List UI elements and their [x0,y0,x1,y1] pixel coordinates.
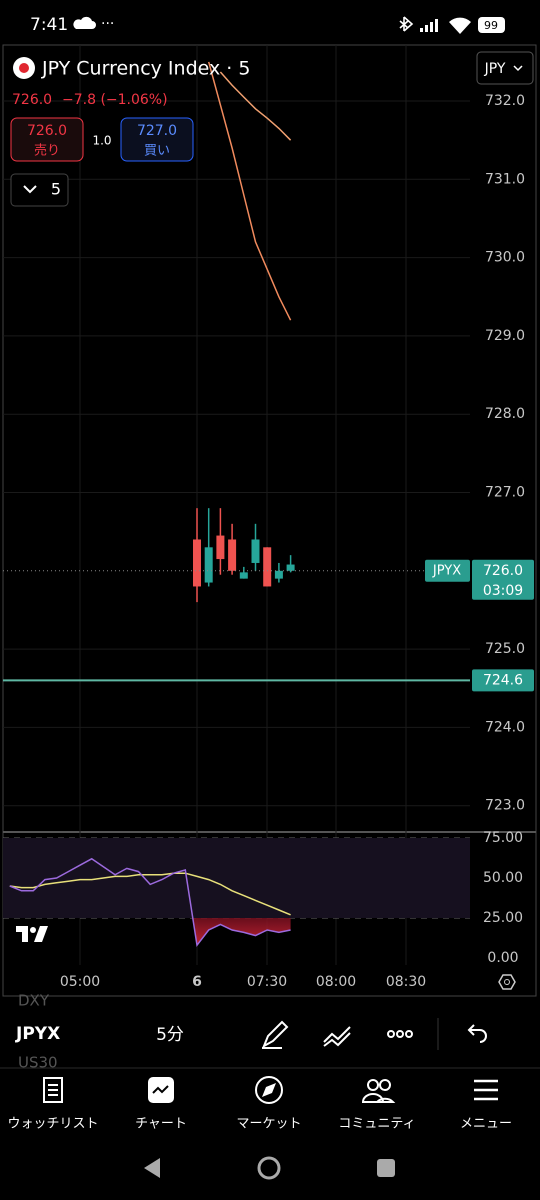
price-tick-label: 731.0 [485,171,525,187]
sell-button[interactable] [10,117,84,162]
back-button[interactable] [144,1158,160,1178]
battery-level: 99 [484,19,498,32]
nav-label[interactable]: メニュー [460,1117,512,1132]
candle-body [228,539,237,571]
header-change: −7.8 (−1.06%) [62,92,168,108]
market-needle [262,1083,276,1097]
price-tick-label: 730.0 [485,250,525,266]
settings-dot [504,979,510,985]
header-price: 726.0 [12,92,52,108]
undo-icon[interactable] [467,1024,487,1043]
next-symbol[interactable]: US30 [18,1054,58,1072]
price-tick-label: 727.0 [485,485,525,501]
time-label: 08:00 [316,974,356,990]
currency: JPY [484,61,506,77]
candle-body [216,535,225,560]
spread: 1.0 [92,134,111,148]
level-tag [472,669,534,692]
flag-dot [19,63,29,73]
dropdown-icon [513,65,523,72]
candle-body [263,547,272,587]
sell-label: 売り [34,143,60,159]
recents-button[interactable] [377,1159,395,1177]
draw-icon[interactable] [262,1020,289,1049]
community-icon[interactable] [361,1079,396,1103]
rsi-tick-label: 75.00 [483,830,523,846]
buy-label: 買い [144,144,170,159]
last-price-tag [472,559,534,600]
price-tick-label: 729.0 [485,328,525,344]
signal-icon [420,19,438,32]
sell-price: 726.0 [27,123,67,139]
nav-label[interactable]: マーケット [236,1117,301,1132]
last-price-label: 726.0 [483,563,523,579]
watchlist-icon[interactable] [43,1077,63,1103]
price-tick-label: 732.0 [485,93,525,109]
cloud-icon [73,16,96,29]
chevron-icon [23,185,37,194]
interval-toggle[interactable] [10,173,69,207]
nav-label[interactable]: チャート [135,1117,187,1132]
more-button[interactable] [387,1030,413,1038]
time-label: 07:30 [247,974,287,990]
candle-body [239,572,248,579]
countdown: 03:09 [483,583,523,599]
symbol-label: JPYX [432,563,461,578]
time-label: 05:00 [60,974,100,990]
rsi-tick-label: 50.00 [483,870,523,886]
rsi-tick-label: 0.00 [487,950,518,966]
price-tick-label: 725.0 [485,641,525,657]
buy-button[interactable] [120,117,194,162]
currency-menu[interactable] [476,51,534,85]
logo-dot [30,927,36,933]
price-tick-label: 724.0 [485,719,525,735]
prev-symbol[interactable]: DXY [18,992,50,1010]
settings-icon[interactable] [498,974,516,990]
price-tick-label: 723.0 [485,798,525,814]
toolbar-symbol[interactable]: JPYX [15,1024,60,1044]
price-tick-label: 728.0 [485,406,525,422]
bluetooth-icon [399,16,414,32]
candle-body [204,547,213,583]
rsi-line [9,857,291,948]
rsi-tick-label: 25.00 [483,910,523,926]
time-label: 08:30 [386,974,426,990]
nav-label[interactable]: コミュニティ [338,1117,415,1132]
battery [478,17,505,33]
level-label: 724.6 [483,672,523,688]
moving-average [207,61,292,321]
home-button[interactable] [257,1156,281,1180]
candle-body [193,539,201,587]
indicator-icon[interactable] [323,1026,351,1047]
nav-label[interactable]: ウォッチリスト [7,1117,98,1132]
menu-icon[interactable] [474,1079,498,1101]
toolbar-interval[interactable]: 5分 [156,1025,184,1045]
rsi-ma-line [9,872,291,916]
market-icon[interactable] [255,1076,283,1104]
clock: 7:41 [30,15,68,35]
chart-icon-line [152,1085,169,1094]
more-icon: ··· [101,16,114,32]
candle-body [286,564,295,571]
logo [16,926,48,942]
candle-body [274,570,283,579]
symbol-title[interactable]: JPY Currency Index · 5 [41,58,250,80]
moving-average [219,71,292,141]
interval: 5 [51,180,61,199]
candle-body [251,539,260,563]
symbol-tag [425,559,470,582]
time-label: 6 [192,974,202,990]
wifi-icon [449,17,471,34]
rsi-band [3,838,470,918]
chart-frame [2,44,537,997]
buy-price: 727.0 [137,123,177,139]
